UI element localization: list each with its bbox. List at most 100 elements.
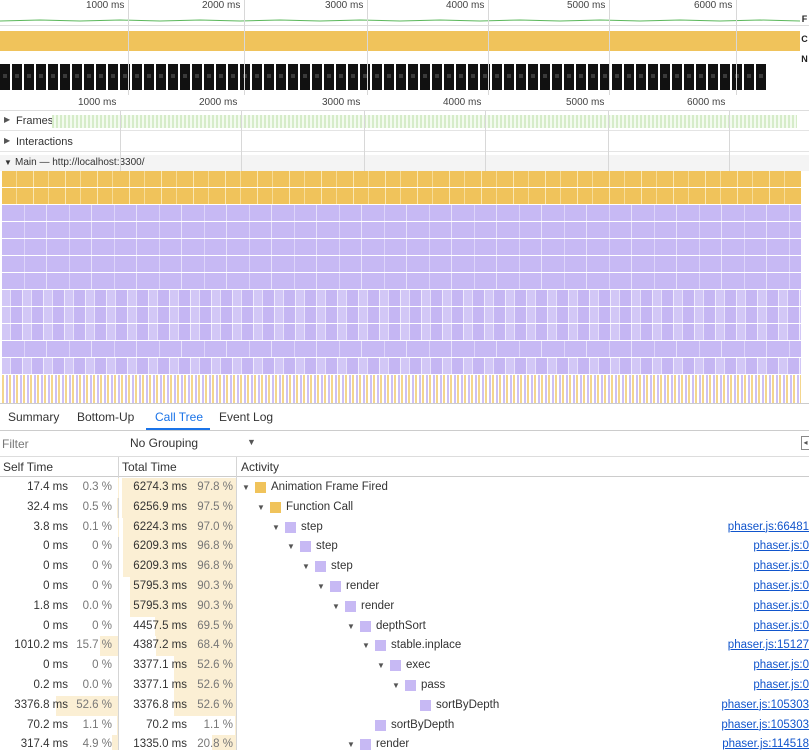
screenshot-thumbnail[interactable] (432, 64, 442, 90)
filter-input[interactable] (2, 434, 117, 454)
column-total-time[interactable]: Total Time (122, 460, 177, 474)
screenshot-thumbnail[interactable] (84, 64, 94, 90)
expand-arrow-icon[interactable]: ▶ (4, 115, 11, 124)
screenshot-thumbnail[interactable] (252, 64, 262, 90)
screenshot-thumbnail[interactable] (696, 64, 706, 90)
table-row[interactable]: 32.4 ms 0.5 % 6256.9 ms 97.5 % ▼ Function Cal… (0, 497, 809, 518)
main-flame-chart[interactable] (0, 171, 809, 403)
screenshot-thumbnail[interactable] (564, 64, 574, 90)
screenshot-thumbnail[interactable] (312, 64, 322, 90)
frames-track[interactable]: ▶ Frames (0, 111, 809, 131)
source-link[interactable]: phaser.js:0 (753, 659, 809, 672)
screenshot-thumbnail[interactable] (288, 64, 298, 90)
screenshot-thumbnail[interactable] (444, 64, 454, 90)
toggle-sidebar-icon[interactable]: ◂ (801, 436, 809, 450)
screenshot-thumbnail[interactable] (360, 64, 370, 90)
tab-event-log[interactable]: Event Log (219, 410, 274, 424)
tab-bottom-up[interactable]: Bottom-Up (77, 410, 135, 424)
flame-row[interactable] (2, 188, 801, 204)
screenshot-thumbnail[interactable] (456, 64, 466, 90)
screenshot-thumbnail[interactable] (300, 64, 310, 90)
timeline-flamechart[interactable]: 1000 ms 2000 ms 3000 ms 4000 ms 5000 ms 6000 … (0, 95, 809, 403)
expand-arrow-icon[interactable]: ▼ (332, 601, 340, 611)
screenshot-thumbnail[interactable] (468, 64, 478, 90)
screenshot-thumbnail[interactable] (600, 64, 610, 90)
screenshot-thumbnail[interactable] (48, 64, 58, 90)
expand-arrow-icon[interactable]: ▼ (392, 681, 400, 690)
table-row[interactable]: 0.2 ms 0.0 % 3377.1 ms 52.6 % ▼ pass phaser.js… (0, 676, 809, 696)
screenshot-thumbnail[interactable] (660, 64, 670, 90)
screenshot-thumbnail[interactable] (408, 64, 418, 90)
table-row[interactable]: 3376.8 ms 52.6 % 3376.8 ms 52.6 % sortByDept… (0, 695, 809, 716)
expand-arrow-icon[interactable]: ▼ (317, 582, 325, 591)
screenshot-thumbnail[interactable] (588, 64, 598, 90)
screenshot-thumbnail[interactable] (276, 64, 286, 90)
flame-row[interactable] (2, 222, 801, 238)
source-link[interactable]: phaser.js:0 (753, 580, 809, 592)
screenshot-thumbnail[interactable] (240, 64, 250, 90)
expand-arrow-icon[interactable]: ▼ (242, 483, 250, 492)
collapse-arrow-icon[interactable]: ▼ (4, 158, 12, 167)
chevron-down-icon[interactable]: ▼ (247, 437, 256, 447)
expand-arrow-icon[interactable]: ▼ (287, 542, 295, 552)
source-link[interactable]: phaser.js:105303 (721, 698, 809, 711)
screenshot-thumbnail[interactable] (168, 64, 178, 90)
screenshot-thumbnail[interactable] (264, 64, 274, 90)
screenshot-thumbnail[interactable] (0, 64, 10, 90)
screenshot-thumbnail[interactable] (612, 64, 622, 90)
screenshot-thumbnail[interactable] (144, 64, 154, 90)
screenshot-thumbnail[interactable] (372, 64, 382, 90)
screenshot-thumbnail[interactable] (396, 64, 406, 90)
flame-row[interactable] (2, 239, 801, 255)
screenshot-thumbnail[interactable] (552, 64, 562, 90)
flame-row[interactable] (2, 273, 801, 289)
screenshot-thumbnail[interactable] (504, 64, 514, 90)
source-link[interactable]: phaser.js:114518 (722, 738, 809, 750)
screenshot-thumbnail[interactable] (744, 64, 754, 90)
flame-row[interactable] (2, 341, 801, 357)
source-link[interactable]: phaser.js:0 (753, 560, 809, 573)
screenshot-thumbnail[interactable] (684, 64, 694, 90)
expand-arrow-icon[interactable]: ▼ (347, 740, 355, 750)
screenshot-thumbnail[interactable] (384, 64, 394, 90)
column-activity[interactable]: Activity (241, 460, 280, 474)
table-row[interactable]: 0 ms 0 % 4457.5 ms 69.5 % ▼ depthSort phaser.j… (0, 616, 809, 637)
screenshot-thumbnail[interactable] (96, 64, 106, 90)
expand-arrow-icon[interactable]: ▼ (257, 502, 265, 512)
screenshot-thumbnail[interactable] (720, 64, 730, 90)
screenshot-thumbnail[interactable] (348, 64, 358, 90)
screenshot-thumbnail[interactable] (336, 64, 346, 90)
flame-row[interactable] (2, 290, 801, 306)
screenshot-thumbnail[interactable] (120, 64, 130, 90)
tab-summary[interactable]: Summary (8, 410, 60, 424)
flame-row[interactable] (2, 358, 801, 374)
table-row[interactable]: 70.2 ms 1.1 % 70.2 ms 1.1 % sortByDepth phase… (0, 715, 809, 736)
screenshot-thumbnail[interactable] (480, 64, 490, 90)
expand-arrow-icon[interactable]: ▼ (302, 562, 310, 572)
expand-arrow-icon[interactable]: ▼ (362, 641, 370, 651)
screenshot-thumbnail[interactable] (156, 64, 166, 90)
expand-arrow-icon[interactable]: ▼ (272, 522, 280, 532)
flame-row[interactable] (2, 375, 801, 403)
flame-row[interactable] (2, 307, 801, 323)
screenshot-thumbnail[interactable] (528, 64, 538, 90)
screenshot-thumbnail[interactable] (24, 64, 34, 90)
screenshot-thumbnail[interactable] (108, 64, 118, 90)
screenshot-thumbnail[interactable] (624, 64, 634, 90)
source-link[interactable]: phaser.js:0 (753, 619, 809, 632)
screenshot-thumbnail[interactable] (204, 64, 214, 90)
screenshot-thumbnail[interactable] (516, 64, 526, 90)
screenshot-thumbnail[interactable] (576, 64, 586, 90)
expand-arrow-icon[interactable]: ▼ (347, 621, 355, 631)
screenshot-thumbnail[interactable] (648, 64, 658, 90)
screenshot-thumbnail[interactable] (492, 64, 502, 90)
flame-row[interactable] (2, 256, 801, 272)
screenshot-thumbnail[interactable] (12, 64, 22, 90)
screenshot-thumbnail[interactable] (540, 64, 550, 90)
screenshot-thumbnail[interactable] (72, 64, 82, 90)
screenshot-thumbnail[interactable] (180, 64, 190, 90)
flame-row[interactable] (2, 324, 801, 340)
screenshot-thumbnail[interactable] (132, 64, 142, 90)
table-row[interactable]: 1010.2 ms 15.7 % 4387.2 ms 68.4 % ▼ stable.in… (0, 636, 809, 657)
screenshot-thumbnail[interactable] (324, 64, 334, 90)
